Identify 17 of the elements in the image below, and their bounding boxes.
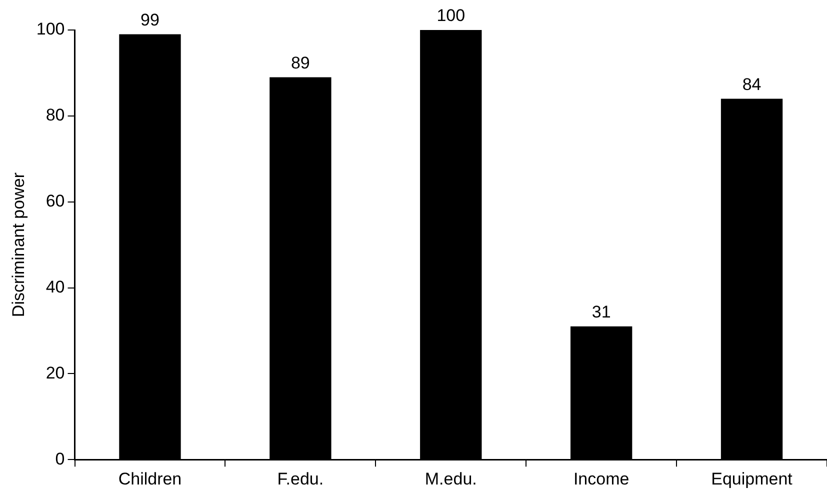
y-tick-label: 100	[36, 20, 65, 39]
data-label: 84	[742, 74, 762, 94]
data-label: 99	[140, 10, 160, 30]
data-label: 31	[592, 302, 611, 322]
x-tick-label: Children	[118, 469, 182, 488]
y-tick-label: 0	[55, 449, 65, 468]
x-tick-label: M.edu.	[424, 469, 477, 488]
data-label: 89	[290, 53, 310, 72]
y-axis-title: Discriminant power	[8, 172, 28, 318]
x-tick-label: F.edu.	[277, 469, 324, 488]
x-tick-label: Equipment	[711, 469, 793, 488]
y-tick-label: 60	[46, 192, 65, 211]
data-label: 100	[436, 6, 466, 26]
y-tick-label: 40	[46, 277, 65, 296]
y-tick-label: 20	[46, 363, 65, 382]
x-tick-label: Income	[573, 469, 630, 488]
y-tick-label: 80	[46, 106, 65, 125]
